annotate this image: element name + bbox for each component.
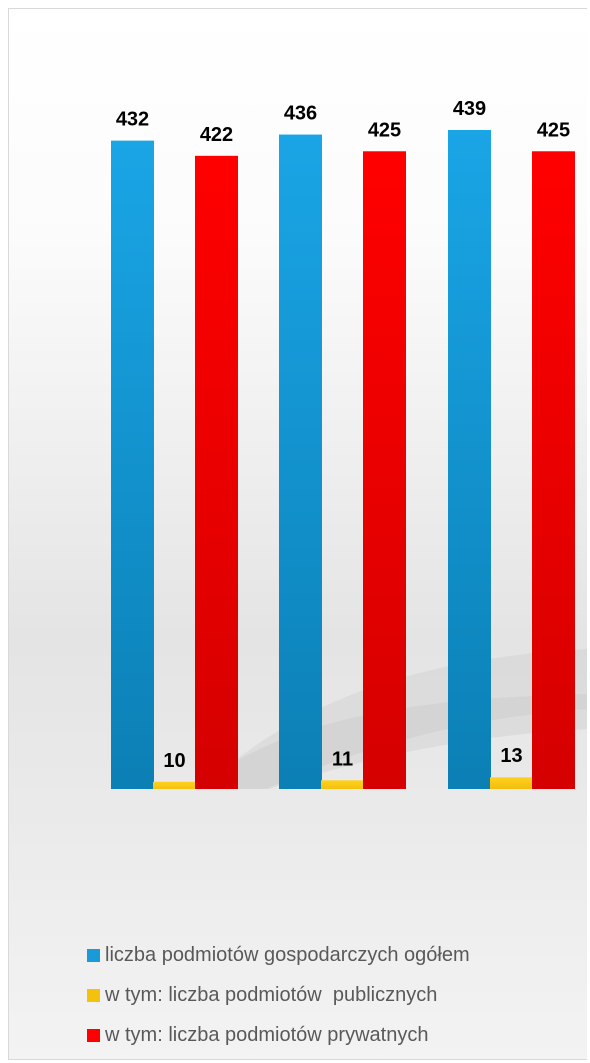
legend-item: liczba podmiotów gospodarczych ogółem xyxy=(87,943,470,966)
data-label: 425 xyxy=(368,119,401,141)
legend-item: w tym: liczba podmiotów prywatnych xyxy=(87,1023,470,1046)
bar-2-2022r xyxy=(490,777,533,789)
bar-1-2022r xyxy=(448,130,491,789)
legend: liczba podmiotów gospodarczych ogółem w t… xyxy=(87,943,470,1059)
data-label: 13 xyxy=(500,745,522,767)
legend-swatch xyxy=(87,988,100,1002)
data-label: 436 xyxy=(284,103,317,125)
chart-panel: 432104222020 r.436114252021 r.4391342520… xyxy=(8,8,587,1060)
bar-2-2020r xyxy=(153,781,196,789)
bar-3-2022r xyxy=(532,151,575,789)
data-label: 432 xyxy=(116,109,149,131)
legend-label: w tym: liczba podmiotów prywatnych xyxy=(105,1023,429,1046)
data-label: 11 xyxy=(332,748,353,770)
bar-3-2020r xyxy=(195,155,238,789)
legend-label: w tym: liczba podmiotów publicznych xyxy=(105,983,438,1006)
bar-3-2021r xyxy=(363,151,406,789)
bar-1-2021r xyxy=(279,134,322,789)
data-label: 425 xyxy=(537,119,570,141)
legend-label: liczba podmiotów gospodarczych ogółem xyxy=(105,943,470,966)
data-label: 10 xyxy=(163,750,185,772)
data-label: 439 xyxy=(453,98,486,120)
legend-item: w tym: liczba podmiotów publicznych xyxy=(87,983,470,1006)
bar-1-2020r xyxy=(111,140,154,789)
data-label: 422 xyxy=(200,124,233,146)
legend-swatch xyxy=(87,1028,100,1042)
bar-chart: 432104222020 r.436114252021 r.4391342520… xyxy=(111,98,587,789)
legend-swatch xyxy=(87,948,100,962)
bar-2-2021r xyxy=(321,780,364,789)
bars-layer xyxy=(111,130,575,789)
labels-layer: 432104222020 r.436114252021 r.4391342520… xyxy=(116,98,570,772)
